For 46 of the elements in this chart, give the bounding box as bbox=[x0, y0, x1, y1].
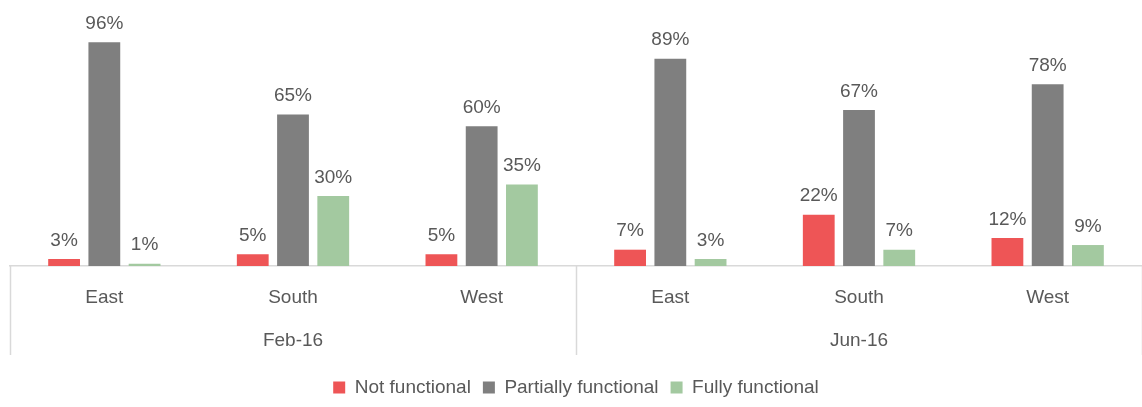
bar bbox=[694, 259, 727, 266]
x-tick-label: South bbox=[834, 285, 884, 307]
data-label: 65% bbox=[273, 84, 313, 106]
data-label: 7% bbox=[885, 219, 914, 241]
bar bbox=[236, 254, 269, 266]
bar bbox=[48, 259, 80, 266]
bar bbox=[991, 238, 1024, 266]
data-label: 78% bbox=[1028, 54, 1067, 76]
x-tick-label: East bbox=[85, 285, 125, 307]
data-label: 7% bbox=[616, 219, 644, 241]
x-tick-label: West bbox=[460, 285, 504, 307]
data-label: 22% bbox=[799, 184, 838, 206]
bar bbox=[654, 58, 687, 266]
bar bbox=[425, 254, 458, 266]
data-label: 60% bbox=[462, 95, 501, 117]
bar bbox=[614, 249, 646, 266]
data-label: 1% bbox=[130, 233, 159, 255]
bar bbox=[802, 214, 835, 266]
data-label: 35% bbox=[502, 154, 542, 176]
legend-label: Fully functional bbox=[692, 375, 819, 397]
data-label: 9% bbox=[1074, 214, 1102, 236]
bar bbox=[277, 114, 309, 266]
x-tick-label: South bbox=[268, 285, 318, 307]
data-label: 5% bbox=[427, 224, 456, 246]
text: Jun-16 bbox=[829, 329, 889, 351]
data-label: 3% bbox=[696, 228, 725, 250]
bar bbox=[465, 126, 498, 266]
data-label: 3% bbox=[50, 228, 78, 250]
legend-label: Partially functional bbox=[504, 375, 659, 397]
data-label: 96% bbox=[85, 12, 124, 34]
x-tick-label: West bbox=[1026, 285, 1070, 307]
bar bbox=[88, 42, 121, 266]
text: Feb-16 bbox=[262, 329, 324, 351]
bar bbox=[1072, 245, 1104, 266]
bar bbox=[317, 196, 350, 266]
data-label: 67% bbox=[839, 79, 879, 101]
bar bbox=[883, 249, 916, 266]
bar bbox=[506, 184, 538, 266]
data-label: 5% bbox=[239, 224, 267, 246]
data-label: 89% bbox=[651, 28, 690, 50]
x-tick-label: East bbox=[651, 285, 691, 307]
data-label: 30% bbox=[314, 165, 353, 187]
bar bbox=[1031, 84, 1064, 266]
legend-label: Not functional bbox=[354, 375, 471, 397]
bar bbox=[843, 109, 875, 266]
data-label: 12% bbox=[988, 207, 1027, 229]
